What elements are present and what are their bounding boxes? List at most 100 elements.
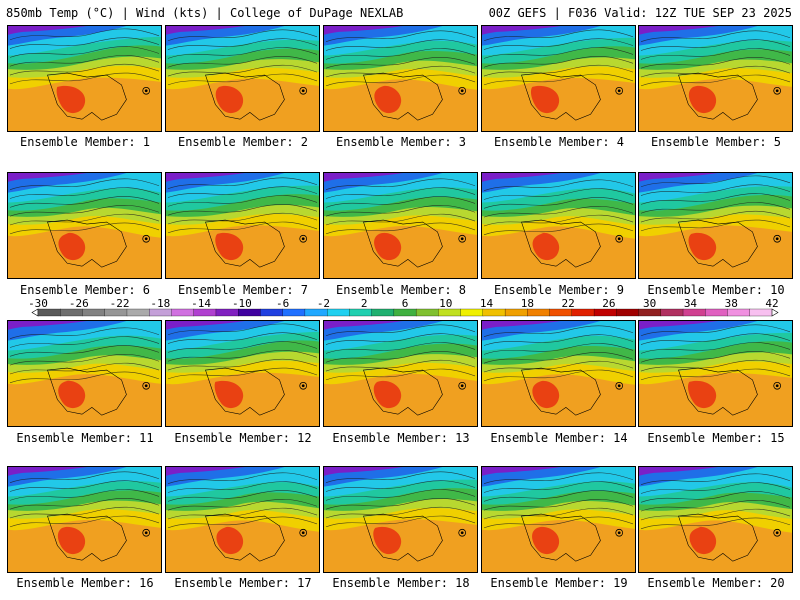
colorbar-swatch xyxy=(438,308,462,317)
colorbar-tick-label: 34 xyxy=(684,298,698,310)
ensemble-map xyxy=(165,172,320,279)
temperature-map xyxy=(639,467,792,572)
ensemble-member-label: Ensemble Member: 12 xyxy=(174,431,312,445)
ensemble-map xyxy=(7,466,162,573)
colorbar-tick-label: -26 xyxy=(69,298,89,310)
colorbar-swatch xyxy=(527,308,551,317)
ensemble-member-label: Ensemble Member: 16 xyxy=(16,576,154,590)
temperature-map xyxy=(8,321,161,426)
colorbar-swatch xyxy=(749,308,773,317)
colorbar-tick-label: 30 xyxy=(643,298,656,310)
ensemble-map xyxy=(638,320,793,427)
temperature-map xyxy=(324,26,477,131)
ensemble-map xyxy=(481,25,636,132)
colorbar-tick-label: -18 xyxy=(150,298,170,310)
colorbar-tick-label: 2 xyxy=(361,298,368,310)
temperature-map xyxy=(482,173,635,278)
colorbar-swatch xyxy=(126,308,150,317)
colorbar-swatch xyxy=(682,308,706,317)
colorbar-swatch xyxy=(215,308,239,317)
colorbar-tick-label: 14 xyxy=(480,298,494,310)
ensemble-map xyxy=(323,25,478,132)
temperature-map xyxy=(639,26,792,131)
ensemble-map xyxy=(481,320,636,427)
colorbar-swatch xyxy=(104,308,128,317)
temperature-map xyxy=(639,321,792,426)
colorbar-swatch xyxy=(304,308,328,317)
ensemble-member-label: Ensemble Member: 5 xyxy=(650,135,782,149)
ensemble-map xyxy=(165,320,320,427)
ensemble-map xyxy=(323,172,478,279)
colorbar-tick-label: 22 xyxy=(561,298,574,310)
ensemble-member-label: Ensemble Member: 2 xyxy=(177,135,309,149)
temperature-map xyxy=(324,467,477,572)
colorbar-swatch xyxy=(193,308,217,317)
colorbar-tick-label: 38 xyxy=(725,298,738,310)
temperature-map xyxy=(166,467,319,572)
ensemble-member-label: Ensemble Member: 15 xyxy=(647,431,785,445)
ensemble-map xyxy=(7,320,162,427)
colorbar-swatch xyxy=(37,308,61,317)
model-valid-time: 00Z GEFS | F036 Valid: 12Z TUE SEP 23 20… xyxy=(488,6,792,20)
colorbar-swatch xyxy=(616,308,639,317)
ensemble-map xyxy=(165,466,320,573)
temperature-map xyxy=(324,321,477,426)
temperature-map xyxy=(166,26,319,131)
colorbar-swatch xyxy=(171,308,195,317)
chart-title: 850mb Temp (°C) | Wind (kts) | College o… xyxy=(6,6,404,20)
colorbar-swatch xyxy=(371,308,395,317)
ensemble-member-label: Ensemble Member: 9 xyxy=(493,283,625,297)
colorbar-tick-label: 6 xyxy=(402,298,409,310)
temperature-map xyxy=(639,173,792,278)
ensemble-member-label: Ensemble Member: 11 xyxy=(16,431,154,445)
ensemble-member-label: Ensemble Member: 20 xyxy=(647,576,785,590)
ensemble-member-label: Ensemble Member: 7 xyxy=(177,283,309,297)
colorbar-tick-label: 10 xyxy=(439,298,452,310)
temperature-map xyxy=(482,467,635,572)
temperature-map xyxy=(8,26,161,131)
colorbar-swatch xyxy=(60,308,83,317)
colorbar-right-arrow xyxy=(771,308,779,317)
ensemble-member-label: Ensemble Member: 4 xyxy=(493,135,625,149)
colorbar-tick-label: -14 xyxy=(191,298,211,310)
temperature-map xyxy=(166,173,319,278)
temperature-map xyxy=(482,26,635,131)
ensemble-map xyxy=(638,466,793,573)
colorbar-tick-label: -2 xyxy=(317,298,330,310)
ensemble-member-label: Ensemble Member: 18 xyxy=(332,576,470,590)
ensemble-member-label: Ensemble Member: 17 xyxy=(174,576,312,590)
colorbar-tick-label: -22 xyxy=(110,298,130,310)
ensemble-map xyxy=(165,25,320,132)
temperature-map xyxy=(8,467,161,572)
colorbar-tick-label: 42 xyxy=(765,298,778,310)
ensemble-member-label: Ensemble Member: 19 xyxy=(490,576,628,590)
temperature-map xyxy=(8,173,161,278)
colorbar-swatch xyxy=(482,308,506,317)
ensemble-map xyxy=(481,172,636,279)
colorbar-swatch xyxy=(593,308,617,317)
ensemble-map xyxy=(638,172,793,279)
colorbar-swatch xyxy=(705,308,728,317)
temperature-colorbar: -30 -26 -22 -18 -14 -10 -6 -2 2 6 10 14 18 22 26 30 34 38… xyxy=(28,298,779,317)
colorbar-swatch xyxy=(349,308,373,317)
colorbar-swatch xyxy=(549,308,573,317)
ensemble-map xyxy=(638,25,793,132)
colorbar-swatch xyxy=(238,308,261,317)
temperature-map xyxy=(324,173,477,278)
ensemble-map xyxy=(323,320,478,427)
colorbar-swatch xyxy=(415,308,439,317)
colorbar-swatch xyxy=(82,308,106,317)
colorbar-swatch xyxy=(727,308,751,317)
ensemble-map xyxy=(323,466,478,573)
ensemble-map xyxy=(7,25,162,132)
colorbar-swatch xyxy=(660,308,684,317)
ensemble-map xyxy=(481,466,636,573)
colorbar-tick-label: -30 xyxy=(28,298,48,310)
ensemble-member-label: Ensemble Member: 10 xyxy=(647,283,785,297)
colorbar-swatch xyxy=(504,308,528,317)
colorbar-swatch xyxy=(393,308,417,317)
colorbar-tick-label: -6 xyxy=(276,298,289,310)
colorbar-swatch xyxy=(460,308,484,317)
ensemble-member-label: Ensemble Member: 13 xyxy=(332,431,470,445)
colorbar-swatch xyxy=(571,308,595,317)
